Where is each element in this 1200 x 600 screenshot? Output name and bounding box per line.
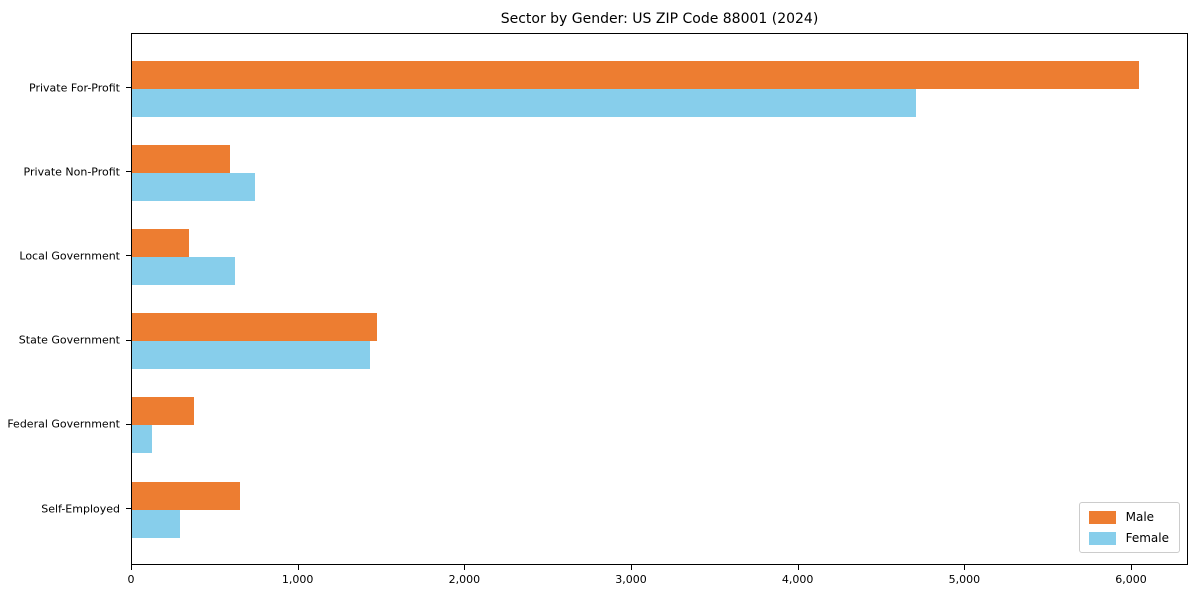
male-swatch-icon [1088, 510, 1116, 524]
y-tick-mark [126, 87, 131, 88]
legend: Male Female [1078, 502, 1180, 553]
bar-female-1 [132, 172, 256, 201]
y-tick-mark [126, 171, 131, 173]
x-tick-mark [464, 565, 466, 570]
chart-title: Sector by Gender: US ZIP Code 88001 (202… [500, 11, 819, 27]
x-tick-mark [131, 565, 132, 570]
x-tick-mark [797, 565, 799, 570]
legend-label-male: Male [1125, 510, 1155, 524]
bar-female-4 [132, 425, 152, 454]
y-tick-label: Local Government [19, 249, 120, 263]
bar-male-4 [132, 397, 194, 426]
y-tick-mark [126, 255, 131, 257]
x-tick-label: 1,000 [281, 573, 314, 586]
bar-male-1 [132, 144, 230, 173]
x-tick-label: 2,000 [448, 573, 481, 586]
y-tick-label: State Government [18, 333, 120, 347]
y-tick-label: Federal Government [7, 417, 120, 431]
legend-label-female: Female [1125, 531, 1169, 545]
y-tick-label: Self-Employed [41, 502, 120, 515]
bar-female-2 [132, 256, 235, 285]
bar-female-5 [132, 509, 180, 538]
bar-male-5 [132, 481, 240, 510]
bar-male-3 [132, 313, 377, 342]
x-tick-mark [631, 565, 632, 570]
bar-male-2 [132, 228, 189, 257]
legend-item-male: Male [1088, 510, 1169, 524]
x-tick-mark [1131, 565, 1132, 570]
x-tick-mark [964, 565, 966, 570]
y-tick-label: Private Non-Profit [23, 165, 120, 179]
bar-male-0 [132, 60, 1139, 89]
x-tick-label: 4,000 [781, 573, 814, 586]
y-tick-mark [126, 508, 131, 509]
legend-item-female: Female [1088, 531, 1169, 545]
bar-female-3 [132, 341, 371, 370]
y-tick-mark [126, 339, 131, 341]
y-axis: Private For-Profit Private Non-Profit Loca… [0, 33, 131, 565]
x-tick-mark [297, 565, 299, 570]
y-tick-mark [126, 423, 131, 425]
x-tick-label: 0 [127, 573, 135, 586]
plot-area: Male Female [131, 33, 1188, 565]
female-swatch-icon [1088, 531, 1116, 545]
bar-female-0 [132, 88, 917, 117]
x-axis: 0 1,000 2,000 3,000 4,000 5,000 6,000 [127, 565, 1188, 595]
x-tick-label: 5,000 [948, 573, 981, 586]
x-tick-label: 6,000 [1115, 573, 1147, 586]
y-tick-label: Private For-Profit [29, 81, 120, 94]
x-tick-label: 3,000 [615, 573, 647, 586]
